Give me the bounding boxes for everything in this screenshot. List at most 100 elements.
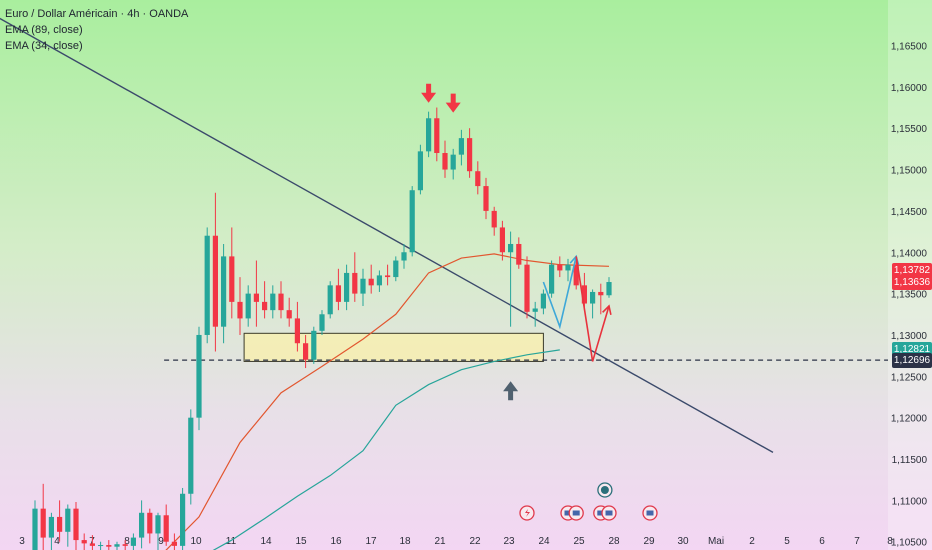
x-tick-label: 8 [887, 536, 893, 547]
candle-body [581, 285, 587, 304]
candle-body [475, 171, 481, 187]
candle-body [48, 516, 54, 538]
candle-body [229, 256, 235, 302]
candle-body [286, 310, 292, 319]
down-arrow-marker [421, 83, 437, 103]
x-tick-label: 14 [260, 536, 272, 547]
candle-body [508, 243, 514, 253]
chart-title[interactable]: Euro / Dollar Américain · 4h · OANDA [5, 8, 189, 20]
lightning-icon [525, 509, 530, 517]
x-tick-label: 15 [295, 536, 307, 547]
candle-body [130, 537, 136, 546]
x-tick-label: 29 [643, 536, 655, 547]
x-tick-label: 21 [434, 536, 446, 547]
candle-body [81, 540, 87, 544]
x-tick-label: 24 [538, 536, 550, 547]
x-tick-label: Mai [708, 536, 724, 547]
candle-body [417, 151, 423, 191]
candle-body [376, 275, 382, 286]
candle-body [483, 186, 489, 211]
candle-body [385, 275, 391, 278]
x-tick-label: 22 [469, 536, 481, 547]
flag-icon [564, 510, 572, 516]
projection-red-arrow [575, 256, 610, 362]
legend-ema89[interactable]: EMA (89, close) [5, 24, 83, 36]
candle-body [278, 293, 284, 311]
candle-body [245, 293, 251, 319]
y-tick-label: 1,14500 [891, 207, 928, 218]
x-tick-label: 2 [749, 536, 755, 547]
price-tag: 1,13782 [892, 262, 932, 278]
x-tick-label: 11 [226, 536, 237, 547]
candle-body [139, 512, 145, 538]
candle-body [319, 314, 325, 331]
candle-body [401, 252, 407, 261]
legend-ema34[interactable]: EMA (34, close) [5, 40, 83, 52]
flag-icon [572, 510, 580, 516]
candle-body [565, 264, 571, 271]
candle-body [89, 543, 95, 546]
candle-body [540, 293, 546, 309]
calendar-icon [600, 486, 609, 494]
candle-body [335, 285, 341, 302]
x-tick-label: 30 [677, 536, 689, 547]
x-tick-label: 23 [503, 536, 515, 547]
candle-body [163, 515, 169, 542]
x-tick-label: 6 [819, 536, 825, 547]
up-arrow-marker [503, 381, 519, 401]
x-tick-label: 28 [608, 536, 620, 547]
y-tick-label: 1,16000 [891, 83, 928, 94]
candle-body [57, 516, 63, 532]
candle-body [467, 138, 473, 172]
ema34-line [212, 349, 560, 550]
candle-body [368, 278, 374, 286]
flag-icon [597, 510, 605, 516]
candle-body [573, 264, 579, 286]
candle-body [344, 272, 350, 302]
candle-body [549, 264, 555, 294]
projection-blue-arrow [542, 256, 577, 330]
candle-body [360, 278, 366, 294]
candle-body [426, 118, 432, 152]
down-arrow-marker [445, 93, 461, 113]
candle-body [106, 545, 112, 547]
candle-body [40, 508, 46, 538]
candle-body [409, 190, 415, 253]
x-tick-label: 18 [399, 536, 411, 547]
candle-body [499, 227, 505, 253]
x-tick-label: 5 [784, 536, 790, 547]
candle-body [557, 264, 563, 271]
candle-body [65, 508, 71, 532]
candle-body [352, 272, 358, 294]
candle-body [516, 243, 522, 265]
candle-body [180, 493, 186, 546]
flag-icon [646, 510, 654, 516]
candle-body [524, 264, 530, 312]
candle-body [253, 293, 259, 302]
candle-body [196, 334, 202, 418]
x-tick-label: 16 [330, 536, 342, 547]
price-tag: 1,13636 [892, 274, 932, 290]
candle-body [270, 293, 276, 311]
candle-body [188, 417, 194, 494]
support-zone [243, 332, 544, 362]
candle-body [262, 301, 268, 311]
chart-legend: Euro / Dollar Américain · 4h · OANDA EMA… [5, 6, 188, 54]
candle-body [204, 235, 210, 335]
y-tick-label: 1,11000 [892, 496, 928, 507]
y-tick-label: 1,13000 [891, 331, 928, 342]
candle-body [237, 301, 243, 319]
candle-body [171, 541, 177, 546]
x-tick-label: 3 [19, 536, 25, 547]
y-tick-label: 1,14000 [891, 248, 928, 259]
x-tick-label: 25 [573, 536, 585, 547]
candle-body [311, 330, 317, 360]
candle-body [491, 210, 497, 228]
candle-body [434, 118, 440, 154]
x-tick-label: 7 [854, 536, 860, 547]
y-tick-label: 1,13500 [891, 290, 928, 301]
flag-icon [605, 510, 613, 516]
candle-body [442, 153, 448, 170]
